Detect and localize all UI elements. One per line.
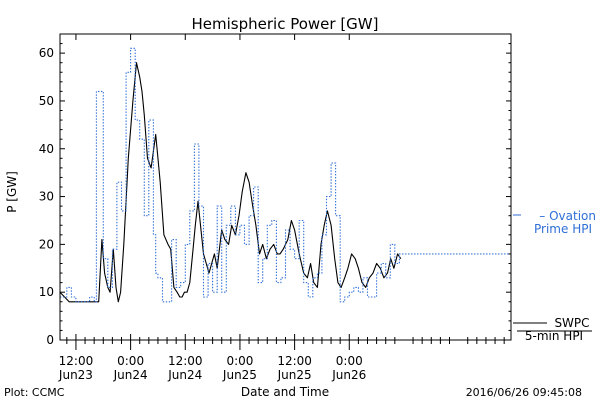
y-tick-label: 10: [39, 285, 54, 299]
legend-swpc-line2: 5-min HPI: [525, 329, 583, 343]
x-tick-time-label: 0:00: [336, 354, 363, 368]
x-tick-time-label: 12:00: [277, 354, 312, 368]
x-tick-date-label: Jun23: [58, 368, 93, 382]
y-tick-label: 50: [39, 94, 54, 108]
x-tick-date-label: Jun25: [222, 368, 257, 382]
x-tick-date-label: Jun26: [331, 368, 366, 382]
y-tick-label: 60: [39, 46, 54, 60]
x-tick-date-label: Jun25: [277, 368, 312, 382]
x-tick-time-label: 0:00: [117, 354, 144, 368]
plot-data-layer: 010203040506012:00Jun230:00Jun2412:00Jun…: [39, 34, 511, 382]
x-tick-date-label: Jun24: [113, 368, 148, 382]
plot-frame: [59, 33, 512, 341]
x-tick-time-label: 12:00: [168, 354, 203, 368]
x-tick-date-label: Jun24: [167, 368, 202, 382]
chart-title: Hemispheric Power [GW]: [192, 15, 379, 33]
y-tick-label: 0: [46, 333, 54, 347]
footer-plot-source: Plot: CCMC: [4, 386, 65, 399]
y-tick-label: 20: [39, 237, 54, 251]
legend-swpc-line1: SWPC: [554, 316, 589, 330]
series-line-swpc: [59, 62, 402, 303]
y-axis-label: P [GW]: [5, 171, 19, 213]
x-tick-time-label: 12:00: [59, 354, 94, 368]
x-tick-time-label: 0:00: [226, 354, 253, 368]
x-axis-label: Date and Time: [241, 385, 329, 399]
legend-ovation-line2: Prime HPI: [534, 222, 592, 236]
y-tick-label: 40: [39, 142, 54, 156]
legend-ovation-line1: – Ovation: [539, 209, 596, 223]
series-line-ovation-prime: [60, 47, 509, 303]
y-tick-label: 30: [39, 190, 54, 204]
footer-timestamp: 2016/06/26 09:45:08: [466, 386, 582, 399]
legend: – Ovation Prime HPI SWPC 5-min HPI: [513, 209, 596, 343]
